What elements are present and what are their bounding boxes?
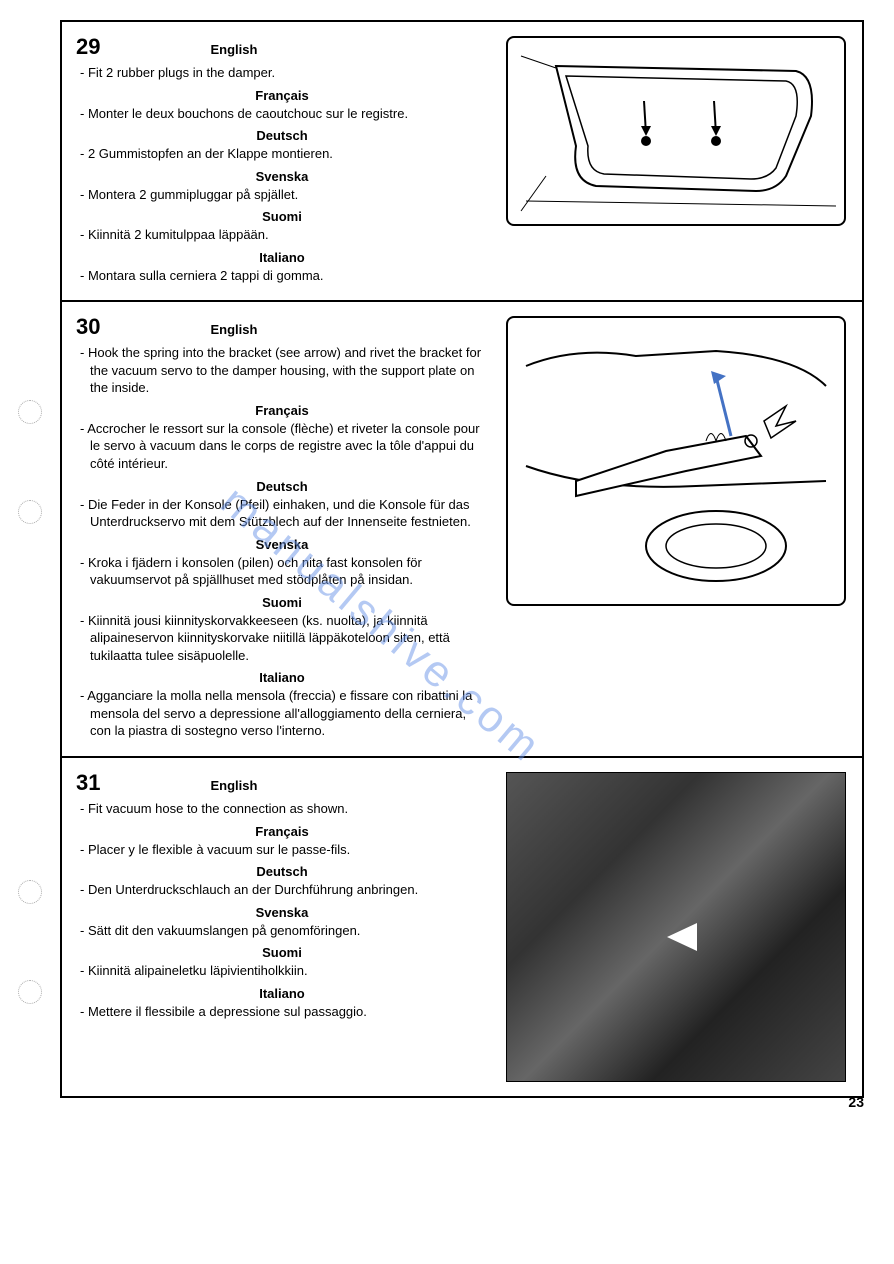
text-29-francais: Monter le deux bouchons de caoutchouc su…: [76, 105, 488, 123]
section-30: 30 English Hook the spring into the brac…: [62, 302, 862, 758]
section-29: 29 English Fit 2 rubber plugs in the dam…: [62, 22, 862, 302]
section-31: 31 English Fit vacuum hose to the connec…: [62, 758, 862, 1096]
section-30-image-col: [502, 302, 862, 756]
text-30-francais: Accrocher le ressort sur la console (flè…: [76, 420, 488, 473]
step-number-29: 29: [76, 34, 100, 60]
text-29-suomi: Kiinnitä 2 kumitulppaa läppään.: [76, 226, 488, 244]
text-30-deutsch: Die Feder in der Konsole (Pfeil) einhake…: [76, 496, 488, 531]
step-number-31: 31: [76, 770, 100, 796]
lang-francais-31: Français: [76, 824, 488, 839]
text-31-suomi: Kiinnitä alipaineletku läpivientiholkkii…: [76, 962, 488, 980]
section-31-image-col: [502, 758, 862, 1096]
lang-suomi-31: Suomi: [76, 945, 488, 960]
text-29-svenska: Montera 2 gummipluggar på spjället.: [76, 186, 488, 204]
lang-italiano-31: Italiano: [76, 986, 488, 1001]
lang-svenska-30: Svenska: [76, 537, 488, 552]
text-29-english: Fit 2 rubber plugs in the damper.: [76, 64, 488, 82]
text-31-english: Fit vacuum hose to the connection as sho…: [76, 800, 488, 818]
figure-29: [506, 36, 846, 226]
page-container: 29 English Fit 2 rubber plugs in the dam…: [60, 20, 864, 1098]
text-31-francais: Placer y le flexible à vacuum sur le pas…: [76, 841, 488, 859]
text-30-svenska: Kroka i fjädern i konsolen (pilen) och n…: [76, 554, 488, 589]
lang-deutsch: Deutsch: [76, 128, 488, 143]
text-31-italiano: Mettere il flessibile a depressione sul …: [76, 1003, 488, 1021]
step-number-30: 30: [76, 314, 100, 340]
lang-english-31: English: [210, 778, 257, 793]
lang-english: English: [210, 42, 257, 57]
lang-english-30: English: [210, 322, 257, 337]
figure-30: [506, 316, 846, 606]
lang-francais: Français: [76, 88, 488, 103]
lang-svenska-31: Svenska: [76, 905, 488, 920]
text-29-italiano: Montara sulla cerniera 2 tappi di gomma.: [76, 267, 488, 285]
lang-suomi: Suomi: [76, 209, 488, 224]
lang-italiano-30: Italiano: [76, 670, 488, 685]
text-30-suomi: Kiinnitä jousi kiinnityskorvakkeeseen (k…: [76, 612, 488, 665]
text-29-deutsch: 2 Gummistopfen an der Klappe montieren.: [76, 145, 488, 163]
section-29-image-col: [502, 22, 862, 300]
section-30-text: 30 English Hook the spring into the brac…: [62, 302, 502, 756]
section-31-text: 31 English Fit vacuum hose to the connec…: [62, 758, 502, 1096]
lang-francais-30: Français: [76, 403, 488, 418]
photo-arrow-icon: [667, 923, 697, 951]
lang-suomi-30: Suomi: [76, 595, 488, 610]
text-31-deutsch: Den Unterdruckschlauch an der Durchführu…: [76, 881, 488, 899]
text-30-english: Hook the spring into the bracket (see ar…: [76, 344, 488, 397]
lang-deutsch-30: Deutsch: [76, 479, 488, 494]
text-31-svenska: Sätt dit den vakuumslangen på genomförin…: [76, 922, 488, 940]
page-number: 23: [848, 1094, 864, 1110]
lang-italiano: Italiano: [76, 250, 488, 265]
figure-31-photo: [506, 772, 846, 1082]
section-29-text: 29 English Fit 2 rubber plugs in the dam…: [62, 22, 502, 300]
text-30-italiano: Agganciare la molla nella mensola (frecc…: [76, 687, 488, 740]
lang-svenska: Svenska: [76, 169, 488, 184]
lang-deutsch-31: Deutsch: [76, 864, 488, 879]
